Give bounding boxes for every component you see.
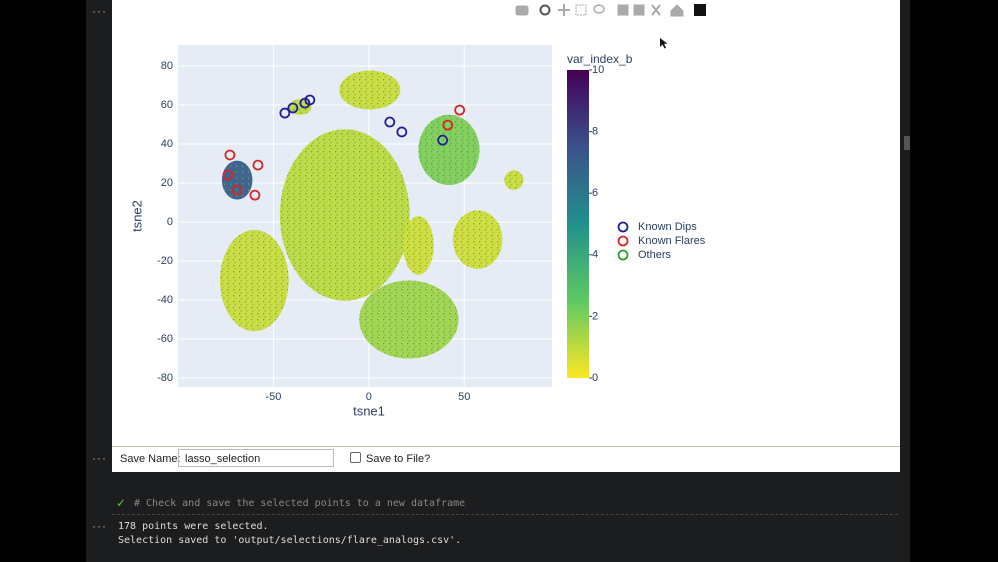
output-line: Selection saved to 'output/selections/fl…	[118, 535, 462, 546]
y-tick-label: -40	[157, 294, 173, 306]
point-cloud	[279, 129, 410, 301]
cloud-texture	[452, 210, 503, 269]
zoom-out-icon[interactable]	[633, 4, 645, 16]
legend-label: Known Dips	[638, 221, 697, 233]
marker	[224, 149, 236, 161]
colorbar-tick-label: 4	[592, 249, 598, 261]
plotly-logo[interactable]	[694, 4, 706, 16]
modebar	[515, 4, 706, 17]
legend-label: Others	[638, 249, 672, 261]
cloud-texture	[504, 170, 524, 190]
point-cloud	[504, 170, 524, 190]
marker	[304, 94, 316, 106]
colorbar-tick-label: 10	[592, 64, 604, 76]
zoom-icon[interactable]	[539, 4, 551, 16]
cloud-texture	[339, 70, 401, 110]
cloud-texture	[418, 114, 480, 185]
point-cloud	[219, 229, 289, 332]
y-tick-label: -80	[157, 372, 173, 384]
legend-marker[interactable]	[617, 249, 629, 261]
widget-row: Save Name: lasso_selection Save to File?	[112, 446, 900, 472]
divider	[112, 514, 898, 515]
zoom-in-icon[interactable]	[617, 4, 629, 16]
colorbar	[567, 70, 589, 378]
y-tick-label: 80	[161, 60, 173, 72]
legend-label: Known Flares	[638, 235, 706, 247]
lasso-icon[interactable]	[593, 4, 605, 14]
marker	[287, 102, 299, 114]
point-cloud	[403, 216, 434, 275]
marker	[279, 107, 291, 119]
cursor	[660, 38, 668, 49]
collapse-marker[interactable]: ···	[92, 4, 107, 18]
y-tick-label: 60	[161, 99, 173, 111]
point-cloud	[339, 70, 401, 110]
y-axis-title: tsne2	[129, 200, 144, 232]
y-tick-label: 40	[161, 138, 173, 150]
legend-marker[interactable]	[617, 235, 629, 247]
point-cloud	[359, 280, 459, 359]
save-name-label: Save Name:	[120, 453, 181, 465]
y-tick-label: 0	[167, 216, 173, 228]
y-tick-label: 20	[161, 177, 173, 189]
x-tick-label: 0	[366, 391, 372, 403]
check-icon: ✓	[116, 496, 127, 510]
autoscale-icon[interactable]	[651, 4, 661, 16]
cloud-texture	[279, 129, 410, 301]
save-checkbox[interactable]	[350, 452, 361, 463]
x-tick-label: -50	[265, 391, 281, 403]
chart: tsne1 tsne2 var_index_b -50 0 50 -80 -60 -40 -…	[129, 4, 706, 418]
colorbar-tick-label: 0	[592, 372, 598, 384]
collapse-marker[interactable]: ···	[92, 451, 107, 465]
marker	[442, 119, 454, 131]
x-tick-label: 50	[458, 391, 470, 403]
output-area: tsne1 tsne2 var_index_b -50 0 50 -80 -60 -40 -…	[112, 0, 900, 446]
marker	[249, 189, 261, 201]
y-tick-label: -20	[157, 255, 173, 267]
select-icon[interactable]	[575, 4, 587, 16]
cloud-texture	[403, 216, 434, 275]
marker	[396, 126, 408, 138]
point-cloud	[418, 114, 480, 185]
save-name-input[interactable]: lasso_selection	[178, 449, 334, 467]
reset-icon[interactable]	[670, 4, 684, 17]
output-line: 178 points were selected.	[118, 521, 269, 532]
colorbar-title: var_index_b	[567, 52, 633, 66]
cloud-texture	[359, 280, 459, 359]
point-cloud	[452, 210, 503, 269]
pan-icon[interactable]	[558, 4, 570, 16]
y-tick-label: -60	[157, 333, 173, 345]
marker	[454, 104, 466, 116]
marker	[231, 184, 243, 196]
scrollbar[interactable]	[904, 136, 910, 150]
legend-marker[interactable]	[617, 221, 629, 233]
x-axis-title: tsne1	[353, 403, 385, 418]
colorbar-tick-label: 6	[592, 187, 598, 199]
marker	[252, 159, 264, 171]
marker	[222, 169, 234, 181]
code-line: # Check and save the selected points to …	[134, 498, 466, 509]
colorbar-tick-label: 8	[592, 126, 598, 138]
cloud-texture	[219, 229, 289, 332]
save-checkbox-label[interactable]: Save to File?	[366, 453, 431, 465]
colorbar-tick-label: 2	[592, 310, 598, 322]
camera-icon[interactable]	[515, 5, 529, 16]
marker	[384, 116, 396, 128]
marker	[437, 134, 449, 146]
collapse-marker[interactable]: ···	[92, 519, 107, 533]
